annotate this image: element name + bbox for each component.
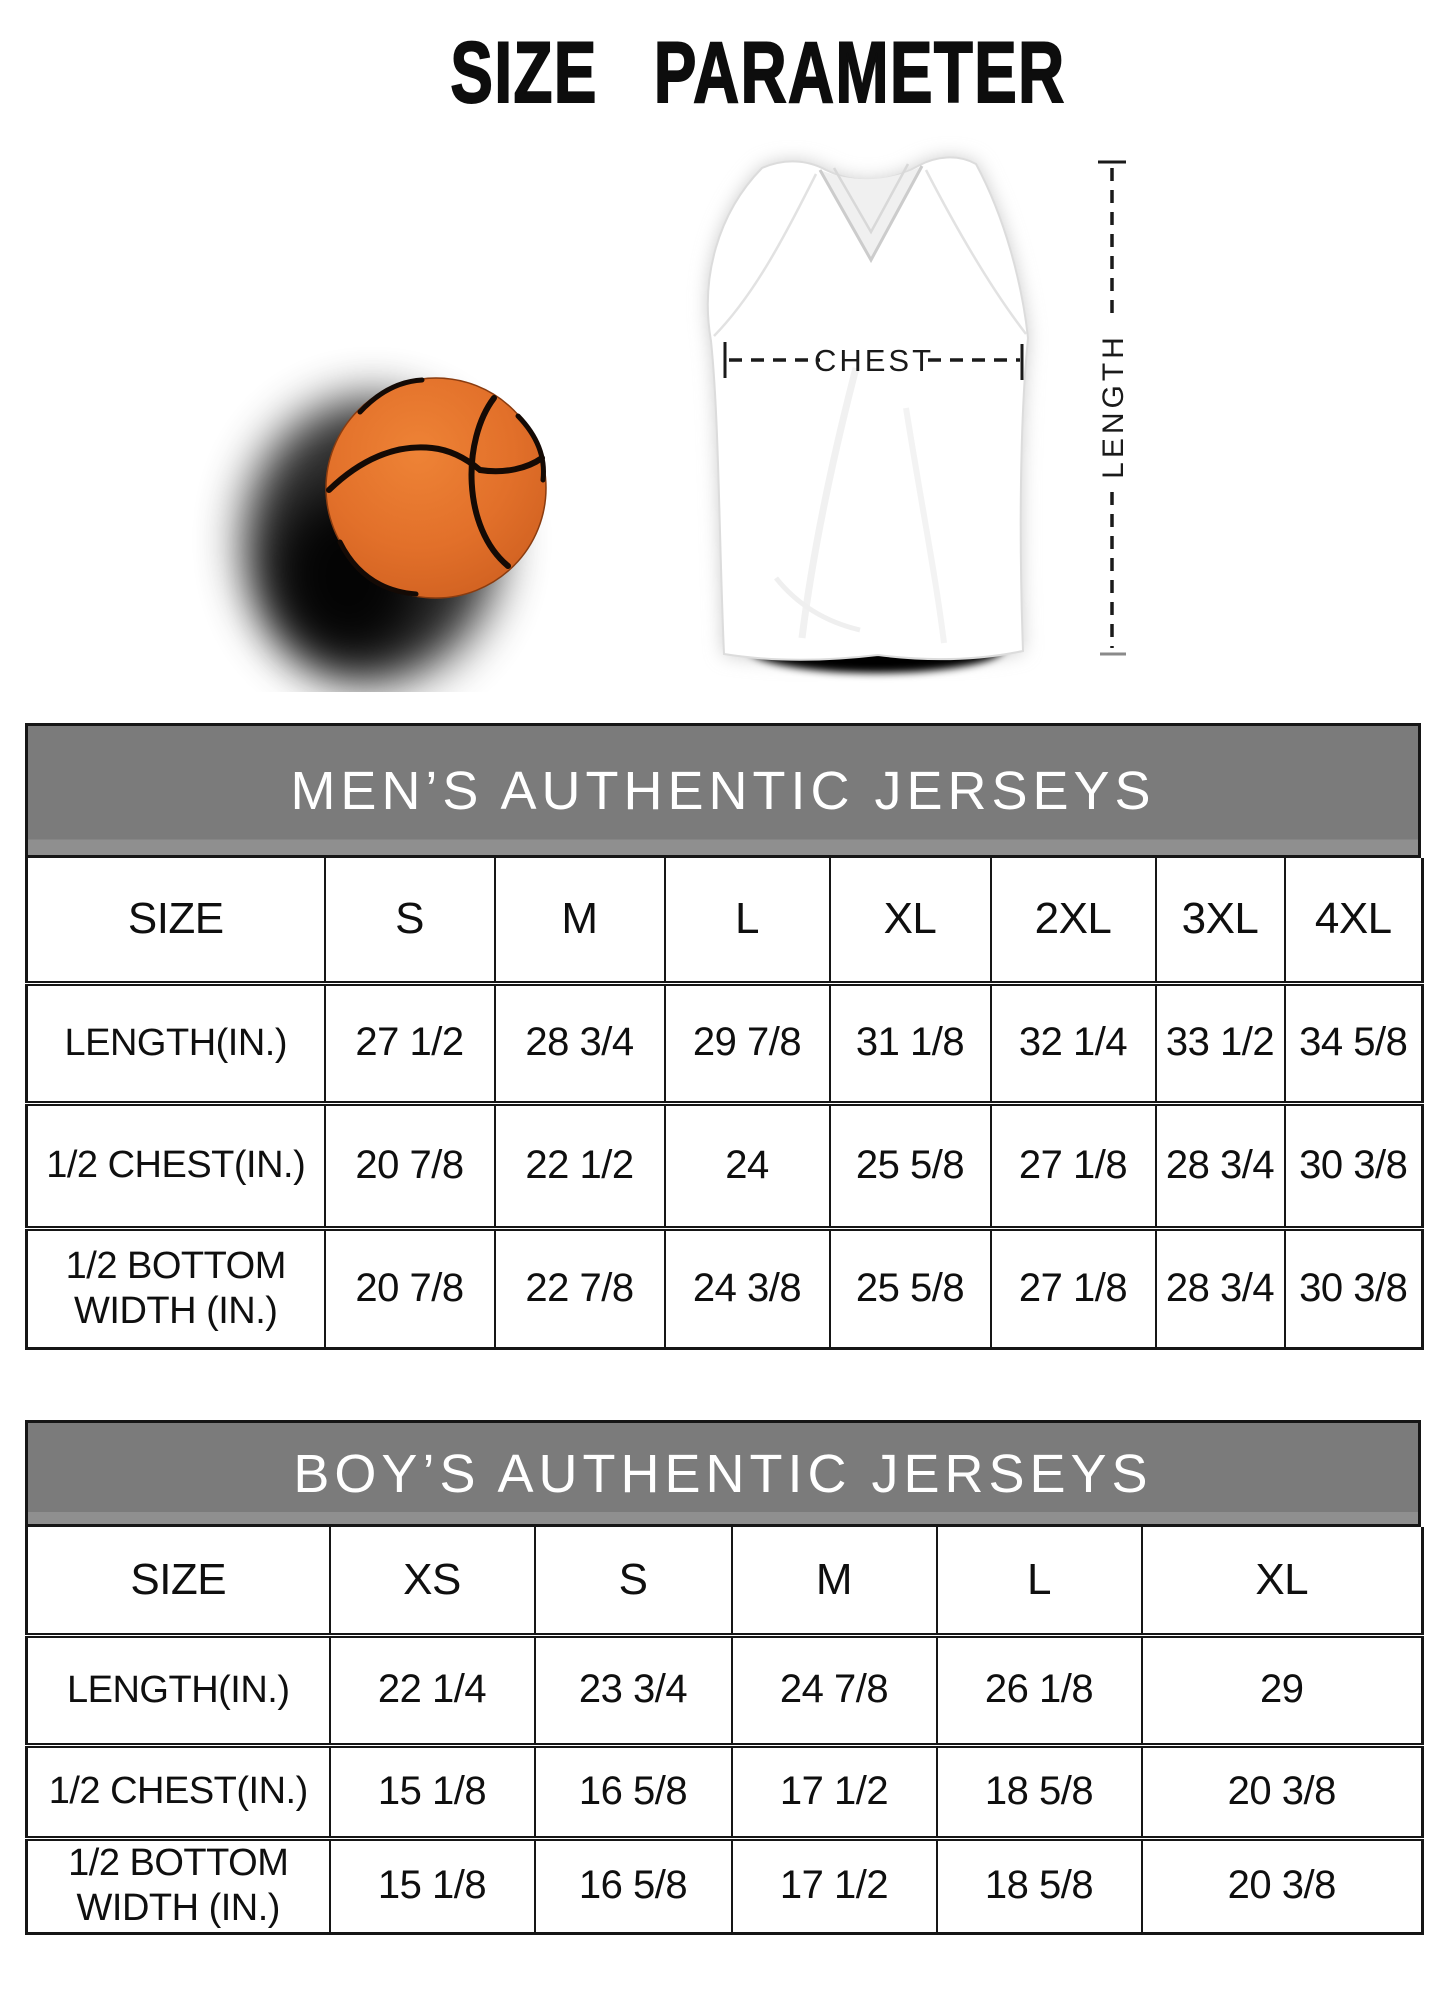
cell: 22 1/4: [328, 1635, 535, 1748]
cell: 28 3/4: [493, 983, 665, 1106]
boys-table-title: BOY’S AUTHENTIC JERSEYS: [293, 1443, 1153, 1504]
cell: 20 7/8: [323, 1103, 495, 1231]
row-label: 1/2 CHEST(IN.): [26, 1745, 330, 1841]
cell: 15 1/8: [328, 1745, 535, 1841]
cell: 28 3/4: [1154, 1228, 1285, 1348]
row-label: LENGTH(IN.): [26, 1635, 330, 1748]
cell: 20 3/8: [1140, 1745, 1423, 1841]
cell: 16 5/8: [533, 1745, 732, 1841]
cell: 30 3/8: [1283, 1228, 1423, 1348]
mens-size-header: SIZE: [26, 858, 325, 986]
cell: 17 1/2: [730, 1745, 937, 1841]
cell: 18 5/8: [935, 1838, 1142, 1933]
cell: 32 1/4: [989, 983, 1156, 1106]
cell: 25 5/8: [828, 1103, 991, 1231]
mens-size-xl: XL: [828, 858, 991, 986]
mens-size-s: S: [323, 858, 495, 986]
mens-size-4xl: 4XL: [1283, 858, 1423, 986]
cell: 15 1/8: [328, 1838, 535, 1933]
boys-size-grid: SIZE XS S M L XL LENGTH(IN.) 22 1/4 23 3…: [25, 1527, 1424, 1935]
chest-measure-line: CHEST: [723, 342, 1024, 380]
boys-size-xl: XL: [1140, 1527, 1423, 1638]
mens-size-table: MEN’S AUTHENTIC JERSEYS SIZE S M L XL 2X…: [25, 723, 1424, 1350]
cell: 28 3/4: [1154, 1103, 1285, 1231]
cell: 27 1/8: [989, 1103, 1156, 1231]
cell: 31 1/8: [828, 983, 991, 1106]
boys-size-xs: XS: [328, 1527, 535, 1638]
cell: 30 3/8: [1283, 1103, 1423, 1231]
boys-bottom-width-row: 1/2 BOTTOM WIDTH (IN.) 15 1/8 16 5/8 17 …: [27, 1838, 1423, 1933]
cell: 29: [1140, 1635, 1423, 1748]
mens-size-2xl: 2XL: [989, 858, 1156, 986]
cell: 25 5/8: [828, 1228, 991, 1348]
length-measure-line: LENGTH: [1097, 160, 1130, 656]
cell: 17 1/2: [730, 1838, 937, 1933]
boys-table-title-band: BOY’S AUTHENTIC JERSEYS: [25, 1420, 1421, 1527]
mens-table-title-band: MEN’S AUTHENTIC JERSEYS: [25, 723, 1421, 858]
cell: 20 7/8: [323, 1228, 495, 1348]
cell: 22 7/8: [493, 1228, 665, 1348]
row-label: 1/2 BOTTOM WIDTH (IN.): [68, 1842, 289, 1929]
length-label: LENGTH: [1097, 333, 1130, 479]
boys-size-table: BOY’S AUTHENTIC JERSEYS SIZE XS S M L XL…: [25, 1420, 1424, 1935]
cell: 27 1/2: [323, 983, 495, 1106]
boys-size-s: S: [533, 1527, 732, 1638]
cell: 24 3/8: [663, 1228, 830, 1348]
cell: 33 1/2: [1154, 983, 1285, 1106]
jersey-icon: [706, 156, 1029, 673]
cell: 24 7/8: [730, 1635, 937, 1748]
mens-size-3xl: 3XL: [1154, 858, 1285, 986]
mens-length-row: LENGTH(IN.) 27 1/2 28 3/4 29 7/8 31 1/8 …: [26, 983, 1423, 1106]
cell: 26 1/8: [935, 1635, 1142, 1748]
measurement-diagram: CHEST LENGTH: [244, 156, 1130, 682]
boys-chest-row: 1/2 CHEST(IN.) 15 1/8 16 5/8 17 1/2 18 5…: [26, 1745, 1423, 1841]
boys-size-m: M: [730, 1527, 937, 1638]
cell: 34 5/8: [1283, 983, 1423, 1106]
cell: 29 7/8: [663, 983, 830, 1106]
chest-label: CHEST: [814, 343, 934, 378]
cell: 16 5/8: [533, 1838, 732, 1933]
cell: 27 1/8: [989, 1228, 1156, 1348]
cell: 23 3/4: [533, 1635, 732, 1748]
mens-bottom-width-row: 1/2 BOTTOM WIDTH (IN.) 20 7/8 22 7/8 24 …: [27, 1228, 1423, 1348]
cell: 20 3/8: [1140, 1838, 1423, 1933]
row-label: 1/2 BOTTOM WIDTH (IN.): [65, 1244, 287, 1332]
boys-size-header: SIZE: [26, 1527, 330, 1638]
boys-header-row: SIZE XS S M L XL: [26, 1527, 1423, 1638]
mens-chest-row: 1/2 CHEST(IN.) 20 7/8 22 1/2 24 25 5/8 2…: [26, 1103, 1423, 1231]
mens-table-title: MEN’S AUTHENTIC JERSEYS: [290, 760, 1156, 821]
cell: 24: [663, 1103, 830, 1231]
cell: 22 1/2: [493, 1103, 665, 1231]
page-title: SIZE PARAMETER: [450, 24, 1066, 122]
boys-length-row: LENGTH(IN.) 22 1/4 23 3/4 24 7/8 26 1/8 …: [26, 1635, 1423, 1748]
cell: 18 5/8: [935, 1745, 1142, 1841]
boys-size-l: L: [935, 1527, 1142, 1638]
mens-size-m: M: [493, 858, 665, 986]
mens-header-row: SIZE S M L XL 2XL 3XL 4XL: [26, 858, 1423, 986]
row-label: 1/2 CHEST(IN.): [26, 1103, 325, 1231]
row-label: LENGTH(IN.): [26, 983, 325, 1106]
mens-size-l: L: [663, 858, 830, 986]
basketball-icon: [325, 377, 547, 599]
mens-size-grid: SIZE S M L XL 2XL 3XL 4XL LENGTH(IN.) 27…: [25, 858, 1424, 1350]
